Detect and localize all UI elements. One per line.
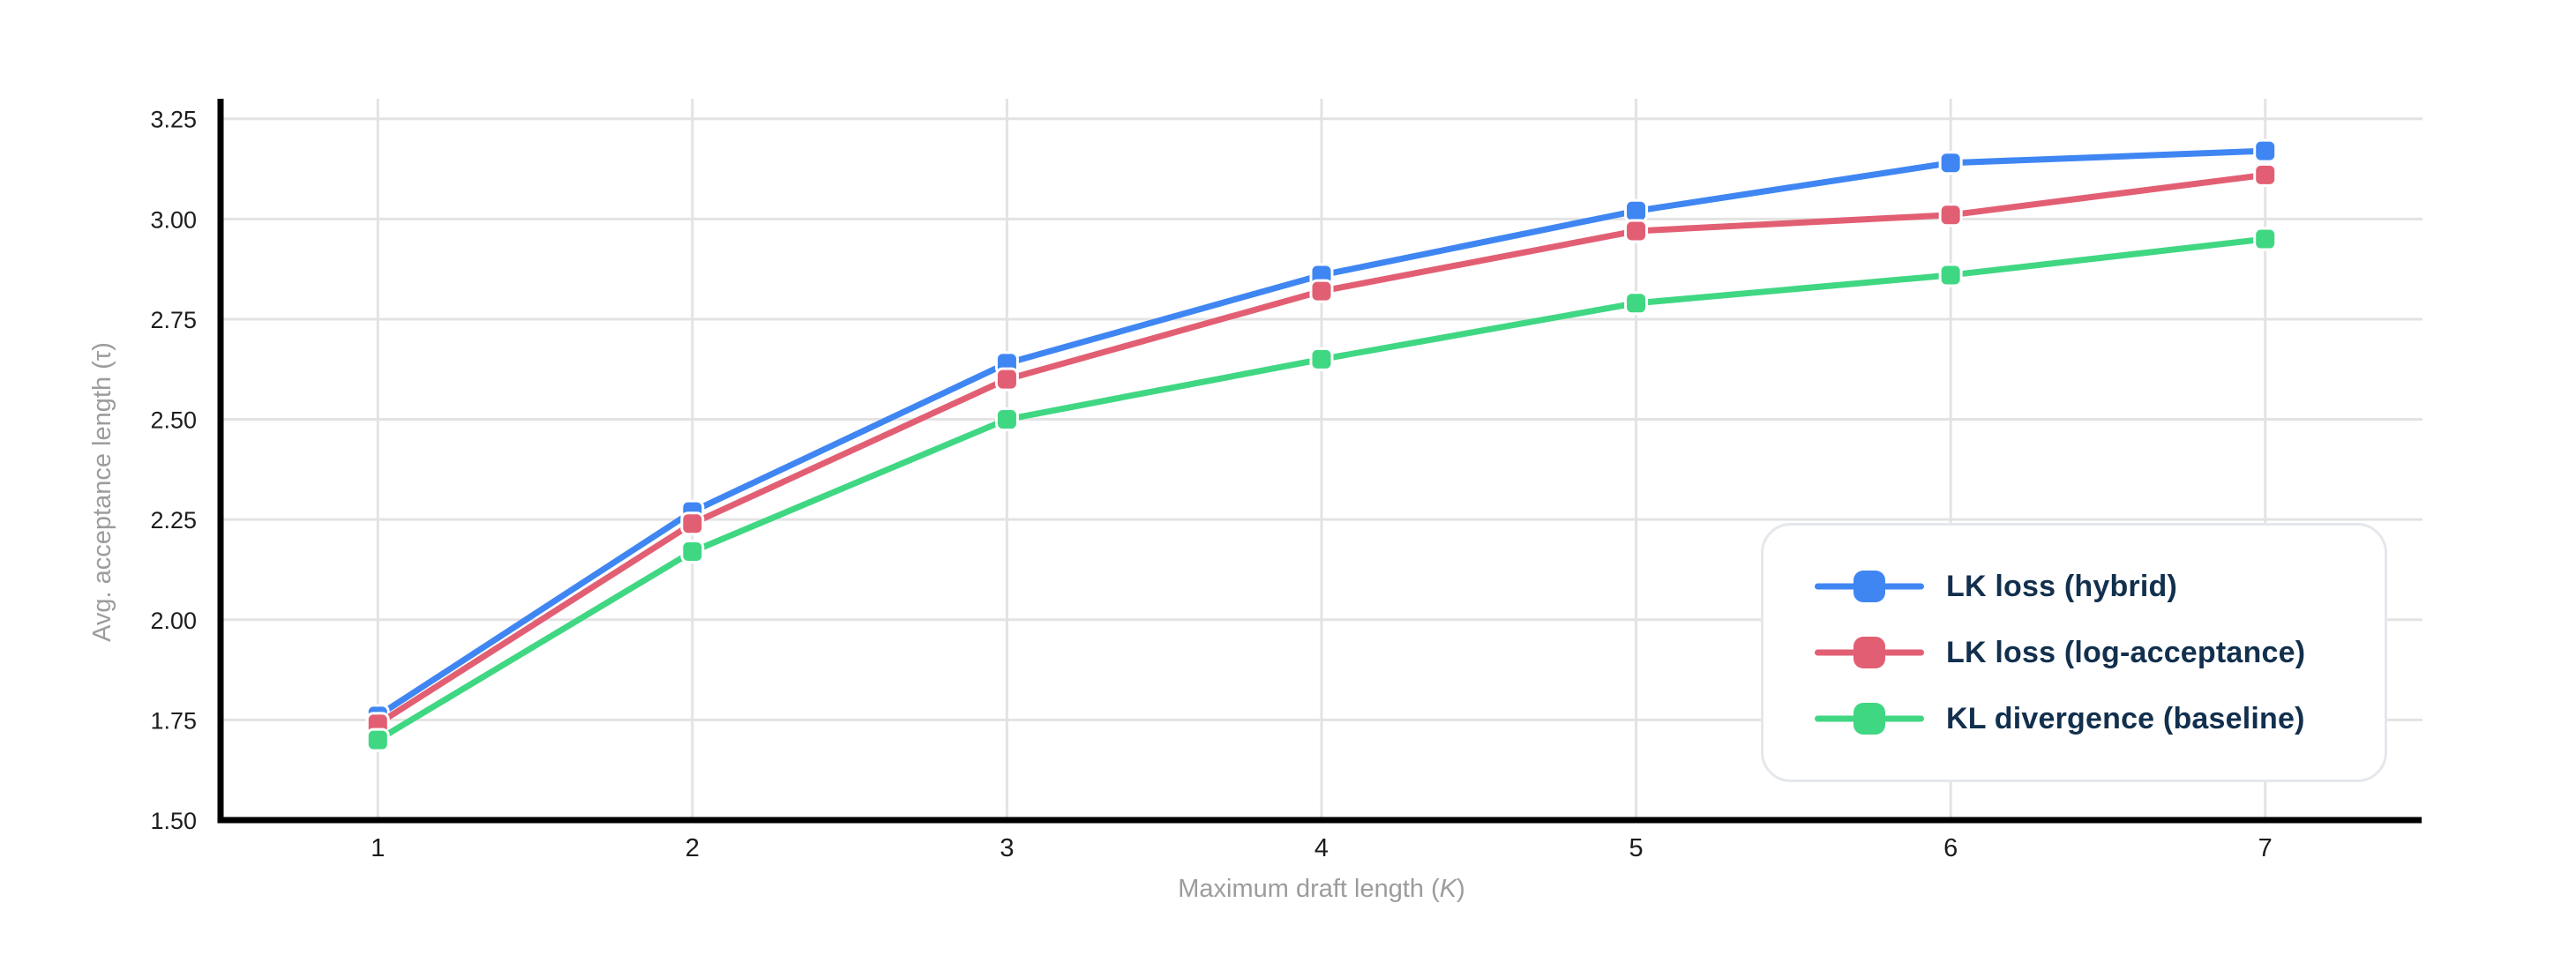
x-tick-label: 3 [1000, 834, 1014, 862]
legend-item-log-acceptance: LK loss (log-acceptance) [1764, 630, 2385, 675]
legend-square-icon [1853, 703, 1885, 735]
data-point-marker [2253, 227, 2278, 251]
data-point-marker [1624, 291, 1649, 316]
legend-label: LK loss (log-acceptance) [1946, 635, 2306, 669]
legend-marker-icon [1815, 563, 1924, 609]
y-tick-label: 2.00 [150, 608, 197, 634]
y-tick-label: 3.25 [150, 107, 197, 133]
data-point-marker [994, 367, 1019, 392]
legend-item-baseline: KL divergence (baseline) [1764, 696, 2385, 742]
legend-item-hybrid: LK loss (hybrid) [1764, 563, 2385, 609]
legend: LK loss (hybrid) LK loss (log-acceptance… [1761, 523, 2387, 782]
data-point-marker [1938, 203, 1963, 228]
legend-label: KL divergence (baseline) [1946, 701, 2305, 735]
y-tick-label: 2.50 [150, 407, 197, 434]
data-point-marker [1624, 198, 1649, 223]
x-tick-label: 7 [2258, 834, 2273, 862]
y-tick-label: 1.75 [150, 707, 197, 734]
data-point-marker [680, 540, 705, 564]
data-point-marker [2253, 138, 2278, 163]
legend-label: LK loss (hybrid) [1946, 569, 2177, 603]
y-tick-label: 2.25 [150, 507, 197, 534]
y-tick-label: 3.00 [150, 206, 197, 233]
data-point-marker [1309, 279, 1334, 303]
x-axis-title: Maximum draft length (K) [1178, 875, 1465, 903]
data-point-marker [994, 407, 1019, 432]
legend-square-icon [1853, 637, 1885, 668]
x-tick-label: 4 [1314, 834, 1329, 862]
legend-square-icon [1853, 571, 1885, 602]
data-point-marker [1624, 219, 1649, 243]
x-tick-label: 6 [1943, 834, 1958, 862]
data-point-marker [680, 511, 705, 536]
data-point-marker [365, 728, 390, 752]
data-point-marker [2253, 162, 2278, 187]
legend-marker-icon [1815, 696, 1924, 742]
data-point-marker [1938, 151, 1963, 175]
data-point-marker [1309, 347, 1334, 371]
y-tick-label: 1.50 [150, 808, 197, 834]
y-axis-title: Avg. acceptance length (τ) [88, 342, 116, 642]
data-point-marker [1938, 263, 1963, 287]
x-tick-label: 5 [1629, 834, 1644, 862]
legend-marker-icon [1815, 630, 1924, 675]
x-tick-label: 1 [371, 834, 385, 862]
x-tick-label: 2 [685, 834, 700, 862]
y-tick-label: 2.75 [150, 307, 197, 333]
